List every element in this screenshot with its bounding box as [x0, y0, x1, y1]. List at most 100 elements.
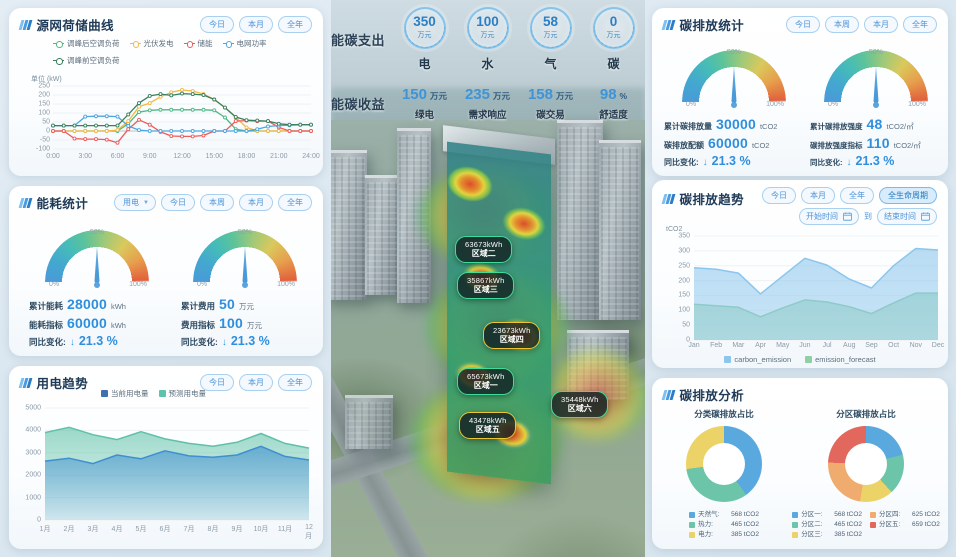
btn-week[interactable]: 本周	[825, 16, 859, 33]
zone-label[interactable]: 35448kWh 区域六	[551, 391, 609, 419]
revenue-unit: 万元	[493, 90, 511, 101]
donut-title: 分类碳排放占比	[694, 409, 754, 419]
end-date-input[interactable]: 结束时间	[877, 208, 937, 225]
zone-value: 65673kWh	[467, 372, 505, 381]
y-tick-label: 4000	[25, 426, 41, 434]
legend-swatch	[792, 532, 799, 539]
btn-month[interactable]: 本月	[239, 16, 273, 33]
legend-item[interactable]: 电网功率	[222, 38, 267, 49]
btn-today[interactable]: 今日	[786, 16, 820, 33]
legend-swatch	[870, 522, 877, 529]
zone-value: 43478kWh	[469, 416, 507, 425]
comparison-row: 同比变化: ↓ 21.3 %	[181, 334, 321, 348]
y-tick-label: 2000	[25, 471, 41, 479]
expense-item[interactable]: 58 万元 气	[519, 6, 582, 72]
gauge-carbon-emission: 0% 50% 100%	[682, 49, 786, 154]
zone-label[interactable]: 63673kWh 区域二	[455, 236, 513, 264]
btn-month[interactable]: 本月	[239, 194, 273, 211]
legend-item[interactable]: 预测用电量	[158, 388, 206, 399]
gauge-min-label: 0%	[686, 101, 697, 108]
legend-marker	[53, 40, 64, 48]
x-tick-label: May	[776, 342, 790, 349]
energy-cost-block: 0% 50% 100% 累计费用 50 万元 费用指标 100 万元 同比变化:…	[181, 229, 321, 348]
legend-item[interactable]: 光伏发电	[129, 38, 174, 49]
revenue-item[interactable]: 98% 舒适度	[582, 86, 645, 121]
donut-legend-item[interactable]: 天然气: 568 tCO2	[689, 510, 759, 520]
x-tick-label: 2月	[63, 526, 75, 533]
zone-label[interactable]: 65673kWh 区域一	[457, 368, 515, 396]
btn-year[interactable]: 全年	[278, 16, 312, 33]
expense-item[interactable]: 0 万元 碳	[582, 6, 645, 72]
expense-unit: 万元	[543, 31, 558, 39]
revenue-item[interactable]: 150 万元 绿电	[393, 86, 456, 121]
legend-item[interactable]: 调峰后空调负荷	[53, 38, 120, 49]
y-tick-label: 3000	[25, 449, 41, 457]
select-value: 用电	[123, 198, 140, 207]
donut-legend-item[interactable]: 分区五: 659 tCO2	[870, 520, 940, 530]
y-tick-label: 100	[38, 109, 50, 117]
btn-year[interactable]: 全年	[903, 16, 937, 33]
revenue-item[interactable]: 158 万元 碳交易	[519, 86, 582, 121]
donut-legend-item[interactable]: 分区三: 385 tCO2	[792, 530, 862, 540]
legend-item[interactable]: 调峰前空调负荷	[53, 55, 120, 66]
x-tick-label: 9:00	[142, 153, 157, 160]
legend-swatch	[689, 532, 696, 539]
panel-title: 源网荷储曲线	[36, 19, 114, 33]
btn-year[interactable]: 全年	[278, 374, 312, 391]
btn-today[interactable]: 今日	[762, 187, 796, 204]
legend-item[interactable]: 当前用电量	[101, 388, 149, 399]
donut-legend-item[interactable]: 分区二: 465 tCO2	[792, 520, 862, 530]
start-date-value: 开始时间	[806, 212, 838, 221]
comparison-row: 同比变化: ↓ 21.3 %	[664, 154, 806, 168]
expense-item[interactable]: 350 万元 电	[393, 6, 456, 72]
building-3d-scene[interactable]: 63673kWh 区域二 35867kWh 区域三 23673kWh 区域四 6…	[331, 0, 645, 557]
panel-accent-icon	[18, 197, 32, 208]
legend-value: 568 tCO2	[834, 511, 863, 518]
zone-label[interactable]: 43478kWh 区域五	[459, 412, 517, 440]
source-grid-plot	[51, 85, 313, 150]
zone-label[interactable]: 23673kWh 区域四	[483, 322, 541, 350]
panel-accent-icon	[18, 377, 32, 388]
btn-today[interactable]: 今日	[200, 16, 234, 33]
donut-chart-zone[interactable]	[828, 426, 905, 502]
btn-lifecycle[interactable]: 全生命周期	[879, 187, 937, 204]
legend-item[interactable]: 储能	[183, 38, 213, 49]
zone-donut-block: 分区碳排放占比 分区一: 568 tCO2 分区二: 465 tCO2 分区三: 385 …	[790, 408, 942, 540]
legend-label: 热力:	[698, 521, 713, 529]
legend-value: 465 tCO2	[731, 521, 759, 529]
legend-item[interactable]: carbon_emission	[724, 355, 791, 364]
donut-legend-item[interactable]: 电力: 385 tCO2	[689, 530, 759, 540]
donut-legend-item[interactable]: 热力: 465 tCO2	[689, 520, 759, 530]
btn-month[interactable]: 本月	[239, 374, 273, 391]
legend-swatch	[689, 512, 696, 519]
donut-legend-item[interactable]: 分区一: 568 tCO2	[792, 510, 862, 520]
legend-label: 分区一:	[801, 511, 823, 518]
energy-type-select[interactable]: 用电 ▼	[114, 194, 156, 211]
btn-month[interactable]: 本月	[801, 187, 835, 204]
start-date-input[interactable]: 开始时间	[799, 208, 859, 225]
donut-chart-category[interactable]	[686, 426, 763, 502]
legend-label: 调峰后空调负荷	[67, 39, 120, 48]
expense-item[interactable]: 100 万元 水	[456, 6, 519, 72]
y-axis-ticks: 0 1000 2000 3000 4000 5000	[15, 405, 41, 524]
btn-today[interactable]: 今日	[161, 194, 195, 211]
legend-item[interactable]: emission_forecast	[805, 355, 876, 364]
btn-year[interactable]: 全年	[840, 187, 874, 204]
carbon-amount-block: 0% 50% 100% 累计碳排放量 30000 tCO2 碳排放配额 6000…	[664, 49, 806, 168]
btn-week[interactable]: 本周	[200, 194, 234, 211]
btn-today[interactable]: 今日	[200, 374, 234, 391]
revenue-item[interactable]: 235 万元 需求响应	[456, 86, 519, 121]
expense-value: 0	[609, 14, 618, 30]
donut-legend-item[interactable]: 分区四: 625 tCO2	[870, 510, 940, 520]
y-tick-label: 0	[37, 516, 41, 524]
btn-year[interactable]: 全年	[278, 194, 312, 211]
zone-label[interactable]: 35867kWh 区域三	[457, 272, 515, 300]
donut-legend-zone: 分区一: 568 tCO2 分区二: 465 tCO2 分区三: 385 tCO2 分区四:…	[792, 510, 940, 540]
y-tick-label: 100	[678, 306, 690, 314]
expense-ring: 58 万元	[529, 6, 572, 49]
expense-value: 58	[542, 14, 559, 30]
btn-month[interactable]: 本月	[864, 16, 898, 33]
x-tick-label: 3月	[87, 526, 99, 533]
panel-title: 碳排放统计	[679, 19, 745, 33]
